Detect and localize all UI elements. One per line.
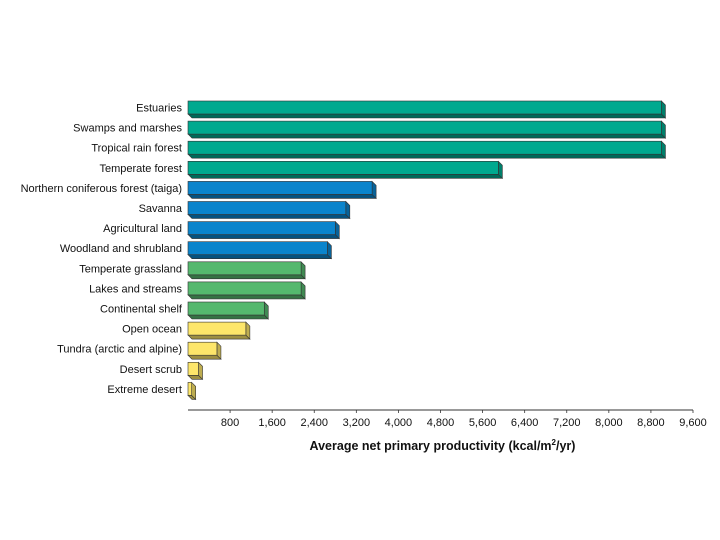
x-tick-label: 4,800: [427, 417, 455, 429]
x-tick-label: 3,200: [343, 417, 371, 429]
bar-bottom-face: [187, 133, 667, 139]
category-label: Temperate grassland: [79, 263, 182, 275]
bar-bottom-face: [187, 174, 504, 179]
bar-bottom-face: [187, 294, 306, 300]
bar-front-face: [187, 201, 347, 215]
bar-bottom-face: [187, 274, 306, 280]
category-label: Tundra (arctic and alpine): [57, 344, 182, 356]
x-tick-label: 5,600: [469, 417, 497, 429]
bar-6: [187, 220, 341, 240]
category-label: Temperate forest: [99, 163, 182, 175]
bar-4: [187, 180, 377, 200]
bar-front-face: [187, 382, 192, 396]
x-tick-label: 7,200: [553, 417, 581, 429]
bar-front-face: [187, 301, 265, 316]
bar-bottom-face: [187, 354, 222, 360]
x-tick-label: 1,600: [258, 417, 286, 429]
x-axis-label-suffix: /yr): [555, 439, 576, 454]
bar-12: [187, 341, 222, 360]
bar-front-face: [187, 140, 662, 155]
bar-7: [187, 240, 333, 260]
bar-front-face: [187, 261, 302, 276]
bar-10: [187, 301, 270, 320]
bar-3: [187, 160, 504, 180]
bar-11: [187, 321, 251, 340]
category-label: Estuaries: [136, 103, 182, 115]
bar-front-face: [187, 361, 199, 376]
bar-front-face: [187, 281, 302, 296]
bar-5: [187, 200, 351, 220]
x-tick-label: 4,000: [385, 417, 413, 429]
bar-bottom-face: [187, 113, 667, 119]
bar-1: [187, 120, 667, 139]
bar-14: [187, 381, 197, 401]
category-label: Tropical rain forest: [91, 143, 182, 155]
x-tick-label: 9,600: [679, 417, 707, 429]
category-label: Northern coniferous forest (taiga): [21, 183, 182, 195]
x-tick-label: 800: [221, 417, 239, 429]
bar-9: [187, 281, 306, 300]
bar-8: [187, 261, 306, 280]
bar-front-face: [187, 181, 373, 195]
bar-front-face: [187, 341, 218, 356]
x-tick-labels: 800 1,600 2,400 3,200 4,000 4,800 5,600 6,400 7,…: [221, 410, 707, 429]
category-label: Savanna: [139, 203, 183, 215]
x-tick-label: 6,400: [511, 417, 539, 429]
bar-front-face: [187, 161, 499, 175]
x-tick-label: 2,400: [300, 417, 328, 429]
bar-bottom-face: [187, 214, 351, 219]
category-label: Lakes and streams: [89, 283, 182, 295]
bar-front-face: [187, 221, 336, 235]
x-axis-label: Average net primary productivity (kcal/m…: [190, 438, 695, 453]
bar-bottom-face: [187, 334, 251, 340]
category-label: Woodland and shrubland: [60, 243, 182, 255]
category-label: Continental shelf: [100, 304, 183, 316]
x-axis-label-text: Average net primary productivity (kcal/m: [309, 439, 552, 454]
category-label: Swamps and marshes: [73, 123, 182, 135]
bar-2: [187, 140, 667, 159]
bar-13: [187, 361, 204, 381]
x-axis-label-superscript: 2: [551, 438, 556, 447]
bar-front-face: [187, 100, 662, 115]
category-label: Desert scrub: [120, 364, 182, 376]
bar-bottom-face: [187, 153, 667, 159]
bar-front-face: [187, 241, 328, 255]
bar-bottom-face: [187, 254, 333, 260]
bars-group: [187, 100, 667, 401]
bar-front-face: [187, 321, 247, 336]
x-tick-label: 8,800: [637, 417, 665, 429]
bar-bottom-face: [187, 194, 377, 199]
category-label: Agricultural land: [103, 223, 182, 235]
category-label: Extreme desert: [107, 384, 182, 396]
bar-bottom-face: [187, 234, 341, 239]
bar-bottom-face: [187, 314, 270, 320]
category-label: Open ocean: [122, 324, 182, 336]
x-tick-label: 8,000: [595, 417, 623, 429]
bar-0: [187, 100, 667, 119]
category-labels: Estuaries Swamps and marshes Tropical rain…: [21, 103, 183, 396]
bar-front-face: [187, 120, 662, 135]
